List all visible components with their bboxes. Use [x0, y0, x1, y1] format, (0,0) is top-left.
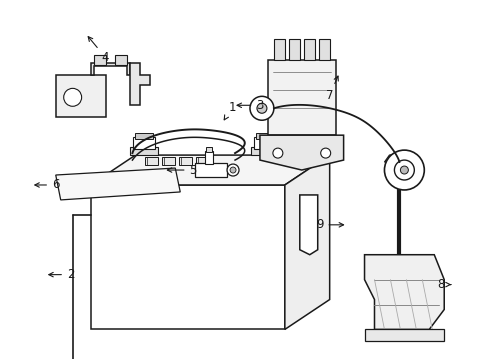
Circle shape — [249, 96, 273, 120]
Circle shape — [226, 164, 239, 176]
Bar — [135, 133, 153, 139]
Polygon shape — [299, 195, 317, 255]
Polygon shape — [90, 155, 329, 185]
Circle shape — [384, 150, 424, 190]
Text: 7: 7 — [325, 76, 338, 102]
Bar — [90, 185, 285, 329]
Bar — [145, 157, 158, 165]
Polygon shape — [56, 168, 180, 200]
Bar — [273, 39, 285, 60]
Circle shape — [394, 160, 413, 180]
Polygon shape — [130, 63, 150, 105]
Polygon shape — [90, 63, 130, 75]
Text: 3: 3 — [237, 99, 263, 112]
Bar — [206, 147, 212, 152]
Circle shape — [256, 103, 266, 113]
Polygon shape — [260, 135, 343, 170]
Bar — [130, 147, 158, 155]
Text: 9: 9 — [315, 218, 343, 231]
Bar — [253, 137, 275, 149]
Bar — [93, 55, 105, 66]
Bar — [56, 75, 105, 117]
Bar — [162, 157, 175, 165]
Text: 8: 8 — [437, 278, 450, 291]
Text: 5: 5 — [167, 163, 197, 176]
Bar — [195, 163, 226, 177]
Bar — [115, 55, 127, 66]
Polygon shape — [364, 255, 443, 329]
Circle shape — [63, 88, 81, 106]
Bar — [267, 60, 335, 135]
Bar — [318, 39, 329, 60]
Circle shape — [272, 148, 282, 158]
Bar — [303, 39, 314, 60]
Bar — [255, 133, 273, 139]
Text: 6: 6 — [35, 179, 60, 192]
Bar — [364, 329, 443, 341]
Text: 1: 1 — [224, 101, 235, 120]
Bar — [196, 157, 209, 165]
Text: 2: 2 — [49, 268, 74, 281]
Circle shape — [320, 148, 330, 158]
Bar — [179, 157, 192, 165]
Circle shape — [229, 167, 236, 173]
Bar — [250, 147, 278, 155]
Bar — [205, 151, 213, 164]
Bar — [133, 137, 155, 149]
Polygon shape — [384, 153, 404, 162]
Bar — [288, 39, 299, 60]
Polygon shape — [285, 155, 329, 329]
Circle shape — [400, 166, 407, 174]
Text: 4: 4 — [88, 37, 109, 64]
